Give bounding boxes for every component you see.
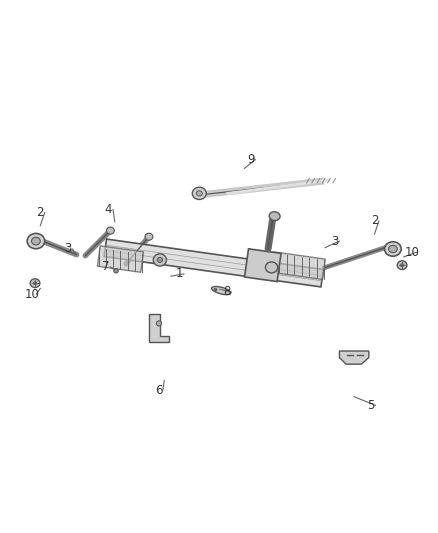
Ellipse shape <box>385 242 401 256</box>
Polygon shape <box>104 239 323 287</box>
Ellipse shape <box>157 257 162 262</box>
Text: 9: 9 <box>247 153 255 166</box>
Ellipse shape <box>30 279 40 287</box>
Ellipse shape <box>27 233 45 249</box>
Text: 10: 10 <box>25 288 39 301</box>
Ellipse shape <box>192 187 206 199</box>
Ellipse shape <box>265 262 278 273</box>
Text: 5: 5 <box>367 399 374 412</box>
Text: 7: 7 <box>102 261 110 273</box>
Text: 6: 6 <box>155 384 162 397</box>
Text: 4: 4 <box>105 203 113 216</box>
Ellipse shape <box>153 254 166 266</box>
Ellipse shape <box>397 261 407 270</box>
Ellipse shape <box>114 269 118 273</box>
Text: 10: 10 <box>405 246 420 259</box>
Ellipse shape <box>196 191 202 196</box>
Text: 3: 3 <box>332 235 339 248</box>
Polygon shape <box>244 249 281 281</box>
Ellipse shape <box>32 237 40 245</box>
Text: 3: 3 <box>64 243 71 255</box>
Ellipse shape <box>400 264 404 266</box>
Text: 8: 8 <box>223 285 230 298</box>
Ellipse shape <box>156 321 162 326</box>
Text: 2: 2 <box>36 206 44 219</box>
Polygon shape <box>339 351 369 364</box>
Ellipse shape <box>269 212 280 221</box>
Ellipse shape <box>214 288 217 291</box>
Ellipse shape <box>145 233 153 240</box>
Ellipse shape <box>212 287 231 295</box>
Ellipse shape <box>106 227 114 234</box>
Text: 1: 1 <box>176 268 184 280</box>
Ellipse shape <box>389 245 397 253</box>
Polygon shape <box>149 314 169 342</box>
Polygon shape <box>97 246 144 272</box>
Ellipse shape <box>33 281 37 285</box>
Text: 2: 2 <box>371 214 378 228</box>
Polygon shape <box>270 252 325 279</box>
